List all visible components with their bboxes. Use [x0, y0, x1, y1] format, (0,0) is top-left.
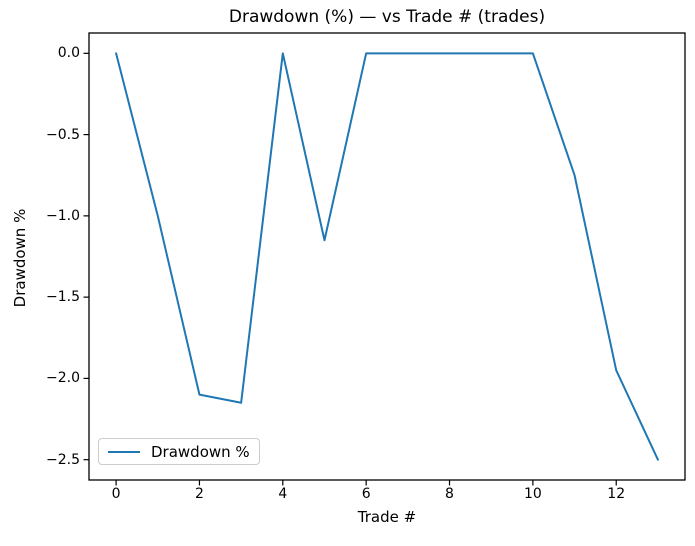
x-tick-label: 8 — [445, 486, 454, 502]
y-tick-label: −1.5 — [46, 289, 80, 306]
y-tick-label: −0.5 — [46, 126, 80, 143]
y-tick-label: −1.0 — [46, 207, 80, 224]
legend-box: Drawdown % — [98, 438, 260, 465]
x-tick-label: 6 — [361, 486, 371, 502]
x-tick-label: 2 — [194, 486, 204, 502]
x-tick-label: 10 — [523, 486, 542, 502]
chart-title: Drawdown (%) — vs Trade # (trades) — [228, 7, 546, 27]
x-axis-label: Trade # — [357, 508, 417, 526]
x-tick-label: 0 — [111, 486, 121, 502]
legend-line-sample-icon — [108, 450, 140, 453]
y-tick-label: −2.0 — [46, 370, 80, 387]
legend-label: Drawdown % — [151, 442, 250, 461]
y-tick-label: −2.5 — [46, 451, 80, 468]
x-tick-label: 4 — [278, 486, 288, 502]
axes-spines — [88, 32, 686, 481]
y-tick-label: 0.0 — [57, 45, 80, 62]
x-tick-label: 12 — [607, 486, 626, 502]
drawdown-line — [115, 52, 659, 461]
